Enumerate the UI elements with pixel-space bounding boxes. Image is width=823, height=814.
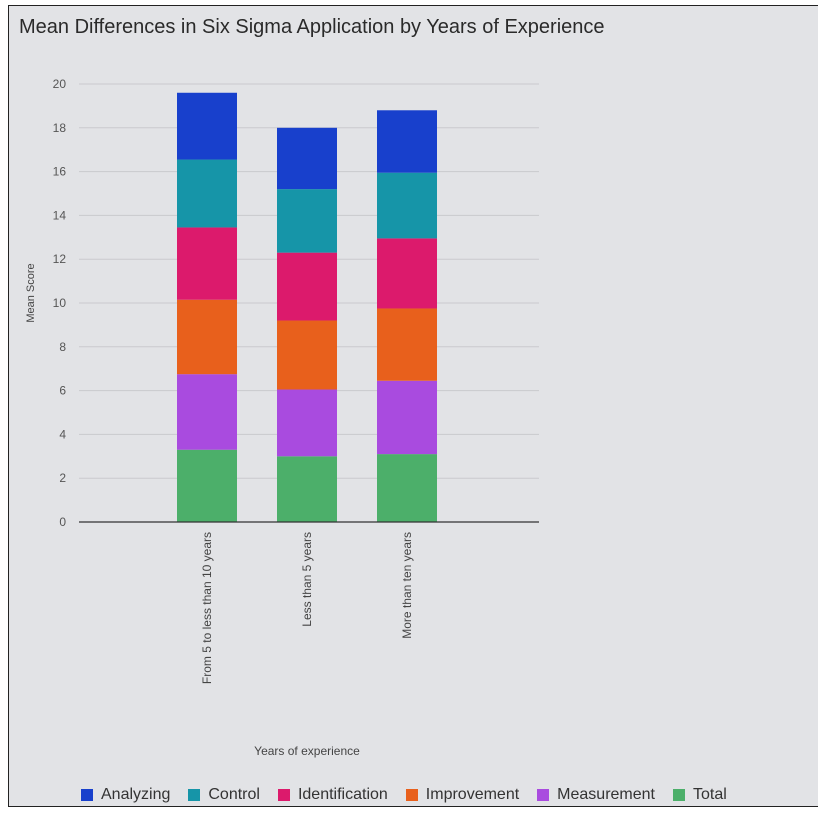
y-tick-label: 12 (53, 252, 67, 266)
y-tick-label: 6 (59, 384, 66, 398)
legend-label: Identification (297, 786, 388, 803)
bar-segment-total[interactable] (377, 454, 437, 522)
legend-swatch (405, 789, 418, 801)
legend-label: Analyzing (101, 786, 171, 803)
bar-segment-identification[interactable] (277, 252, 337, 321)
bar-segment-analyzing[interactable] (377, 110, 437, 173)
bar-segment-total[interactable] (177, 449, 237, 522)
legend-label: Control (208, 786, 260, 803)
legend-item[interactable]: Analyzing (81, 786, 170, 804)
legend-item[interactable]: Improvement (405, 786, 520, 804)
legend-swatch (188, 789, 201, 801)
bar-segment-improvement[interactable] (377, 308, 437, 381)
y-tick-label: 2 (59, 471, 66, 485)
bar-segment-measurement[interactable] (177, 374, 237, 450)
y-axis-label: Mean Score (25, 263, 37, 322)
legend-label: Measurement (557, 786, 655, 803)
y-tick-label: 20 (53, 77, 67, 91)
y-tick-label: 18 (53, 121, 67, 135)
bar-segment-control[interactable] (277, 189, 337, 253)
legend-swatch (277, 789, 290, 801)
chart-frame: Mean Differences in Six Sigma Applicatio… (8, 5, 818, 807)
bar-segment-analyzing[interactable] (277, 127, 337, 190)
bar-segment-control[interactable] (377, 172, 437, 239)
legend-swatch (81, 789, 93, 801)
y-tick-label: 10 (53, 296, 67, 310)
legend: Analyzing Control Identification Improvemen… (81, 786, 745, 804)
chart-title: Mean Differences in Six Sigma Applicatio… (19, 16, 605, 38)
bar-segment-control[interactable] (177, 159, 237, 228)
bar-segment-identification[interactable] (377, 238, 437, 309)
axes: 0 2 4 6 8 10 12 14 16 18 20 From 5 to less than 10 … (53, 77, 539, 684)
legend-item[interactable]: Total (673, 786, 727, 804)
x-tick-label: More than ten years (400, 532, 414, 639)
x-tick-label: From 5 to less than 10 years (200, 532, 214, 684)
bar-stacks (177, 92, 437, 522)
legend-item[interactable]: Measurement (537, 786, 655, 804)
y-tick-label: 14 (53, 208, 67, 222)
bar-segment-measurement[interactable] (377, 380, 437, 455)
legend-label: Improvement (425, 786, 520, 803)
bar-segment-total[interactable] (277, 456, 337, 522)
legend-item[interactable]: Identification (277, 786, 388, 804)
x-axis-label: Years of experience (254, 744, 360, 758)
bar-segment-measurement[interactable] (277, 389, 337, 457)
bar-segment-improvement[interactable] (277, 320, 337, 390)
bar-segment-identification[interactable] (177, 227, 237, 300)
legend-item[interactable]: Control (188, 786, 260, 804)
y-tick-label: 0 (59, 515, 66, 529)
legend-swatch (673, 789, 685, 801)
legend-label: Total (693, 786, 727, 803)
y-tick-label: 4 (59, 427, 66, 441)
legend-swatch (537, 789, 550, 801)
chart-plot: 0 2 4 6 8 10 12 14 16 18 20 From 5 to less than 10 … (25, 77, 539, 758)
x-tick-label: Less than 5 years (300, 532, 314, 627)
y-tick-label: 8 (59, 340, 66, 354)
bar-segment-analyzing[interactable] (177, 92, 237, 160)
y-tick-label: 16 (53, 165, 67, 179)
bar-segment-improvement[interactable] (177, 299, 237, 375)
